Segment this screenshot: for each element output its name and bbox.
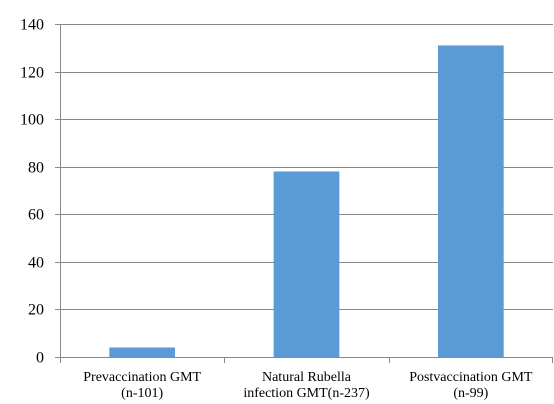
bar-3 — [437, 45, 504, 358]
x-category-label-1-line-2: (n-101) — [121, 386, 163, 401]
x-category-label-1-line-1: Prevaccination GMT — [83, 370, 201, 385]
bar-1 — [109, 347, 176, 357]
y-tick-label-140: 140 — [20, 17, 44, 34]
y-axis: 0 20 40 60 80 100 120 140 — [20, 17, 61, 367]
y-tick-label-60: 60 — [28, 207, 44, 224]
x-category-label-3-line-2: (n-99) — [453, 386, 488, 401]
x-category-label-2-line-1: Natural Rubella — [262, 370, 352, 385]
y-tick-label-20: 20 — [28, 302, 44, 319]
y-tick-label-0: 0 — [36, 350, 44, 367]
bar-2 — [273, 171, 340, 357]
x-axis: Prevaccination GMT(n-101) Natural Rubella… — [60, 357, 553, 401]
y-tick-label-100: 100 — [20, 112, 44, 129]
y-tick-label-80: 80 — [28, 160, 44, 177]
x-category-label-3-line-1: Postvaccination GMT — [409, 370, 533, 385]
bar-series — [109, 45, 504, 358]
y-tick-label-120: 120 — [20, 65, 44, 82]
x-category-label-2-line-2: infection GMT(n-237) — [243, 386, 370, 401]
y-tick-label-40: 40 — [28, 255, 44, 272]
